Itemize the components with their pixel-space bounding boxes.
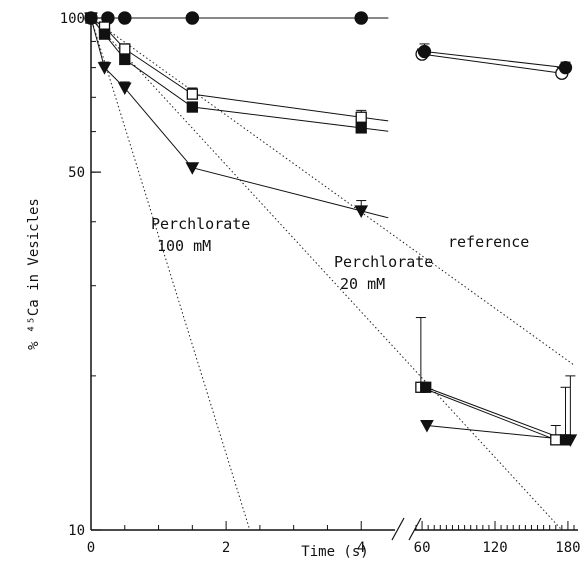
series-line — [90, 17, 389, 122]
filled-square-marker — [355, 122, 367, 134]
axis-break-mark — [391, 517, 405, 541]
series-line — [90, 17, 389, 132]
filled-triangle-marker — [117, 82, 132, 96]
reference-line-label: reference — [448, 233, 529, 251]
y-tick-label: 100 — [60, 11, 85, 27]
x-tick-label: 120 — [482, 540, 507, 556]
x-tick-label: 2 — [222, 540, 230, 556]
filled-circle-marker — [118, 11, 132, 25]
filled-triangle-marker — [420, 419, 434, 433]
series-line — [425, 386, 566, 441]
x-tick-label: 60 — [414, 540, 431, 556]
y-tick-label: 10 — [68, 523, 85, 539]
reference-line — [90, 17, 575, 366]
filled-triangle-marker — [185, 162, 200, 175]
reference-line — [90, 17, 563, 531]
series-line — [90, 17, 389, 219]
filled-square-marker — [98, 28, 111, 40]
reference-line-label: 20 mM — [340, 275, 385, 293]
filled-circle-marker — [417, 44, 432, 59]
filled-triangle-marker — [84, 12, 98, 26]
filled-circle-marker — [185, 11, 199, 25]
y-axis-title: % ⁴⁵Ca in Vesicles — [26, 198, 42, 350]
reference-line-label: Perchlorate — [334, 253, 433, 271]
reference-line-label: Perchlorate — [151, 215, 250, 233]
axis-break-mark — [408, 517, 422, 541]
reference-lines — [90, 17, 575, 531]
series-line — [420, 386, 556, 441]
filled-triangle-marker — [354, 205, 369, 218]
series-line — [426, 424, 571, 441]
labels: % ⁴⁵Ca in Vesicles Time (s) 10 50 100 0 2 4 60… — [26, 11, 580, 560]
filled-circle-marker — [354, 11, 368, 25]
filled-square-marker — [119, 53, 131, 66]
x-tick-label: 180 — [555, 540, 580, 556]
series-line — [424, 51, 566, 69]
filled-circle-marker — [558, 60, 573, 75]
series-line — [422, 53, 562, 74]
x-tick-label: 4 — [357, 540, 365, 556]
x-tick-label: 0 — [87, 540, 95, 556]
data-markers — [84, 11, 578, 447]
axes — [90, 16, 578, 541]
reference-line — [90, 17, 251, 531]
filled-triangle-marker — [97, 62, 112, 75]
x-axis-title: Time (s) — [301, 544, 368, 560]
open-square-marker — [355, 111, 367, 123]
open-square-marker — [550, 434, 562, 446]
y-tick-label: 50 — [68, 165, 85, 181]
filled-square-marker — [186, 101, 198, 113]
filled-triangle-marker — [563, 434, 578, 447]
open-square-marker — [186, 88, 198, 100]
filled-square-marker — [420, 381, 432, 393]
open-square-marker — [119, 43, 131, 55]
reference-line-label: 100 mM — [157, 237, 211, 255]
